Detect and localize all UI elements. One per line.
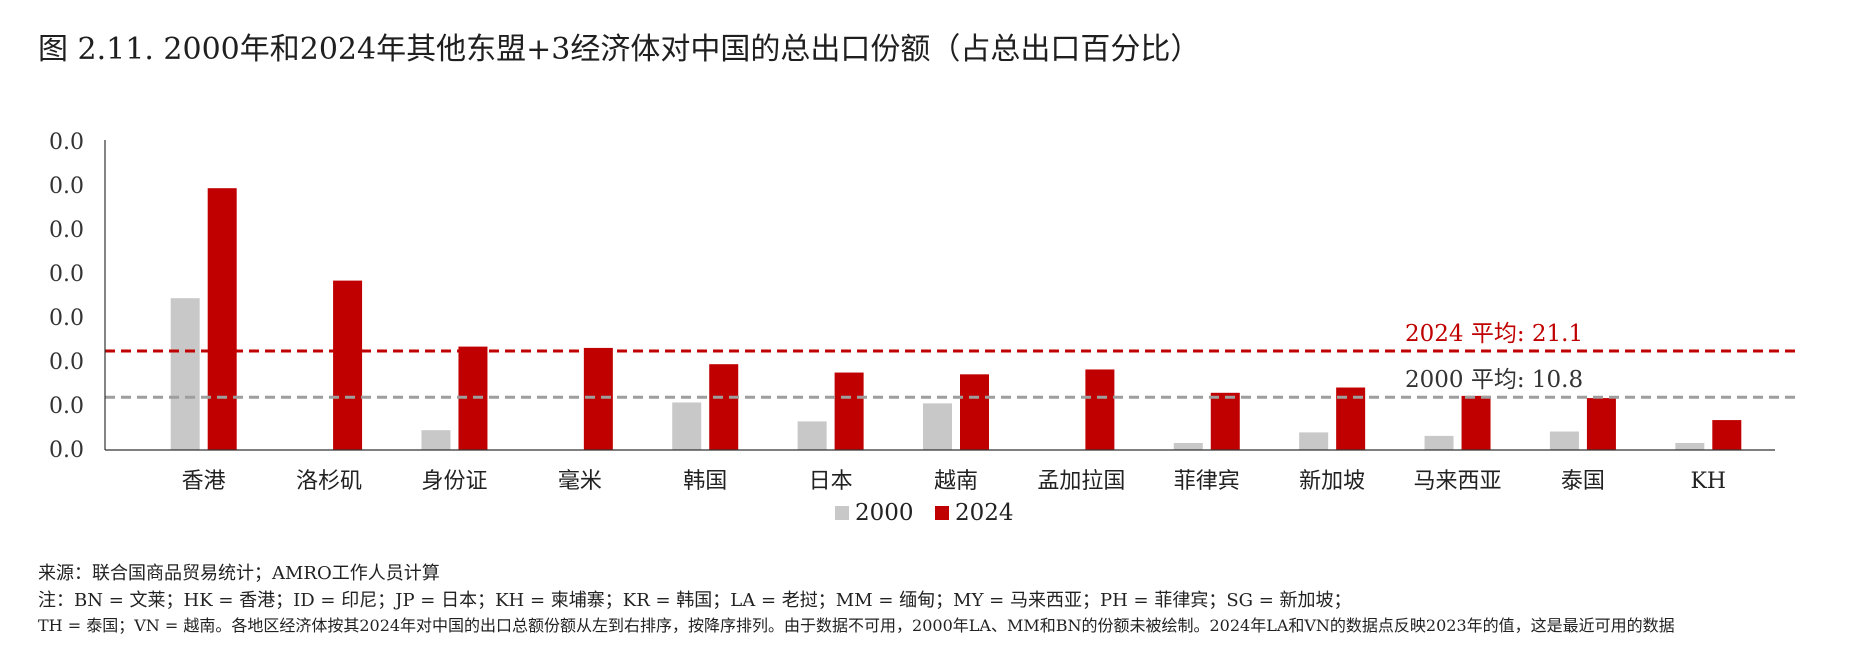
- y-tick-label: 0.0: [49, 306, 84, 331]
- bar-2024: [1085, 369, 1115, 450]
- bar-2024: [1586, 398, 1616, 450]
- y-tick-label: 0.0: [49, 262, 84, 287]
- bar-2000: [672, 402, 702, 450]
- y-tick-label: 0.0: [49, 438, 84, 463]
- legend: 2000 2024: [835, 500, 1014, 526]
- x-tick-label: 毫米: [558, 469, 602, 494]
- x-tick-label: 日本: [809, 469, 853, 494]
- average-lines: 2024 平均: 21.1 2000 平均: 10.8: [105, 321, 1800, 399]
- bar-2024: [834, 372, 864, 450]
- x-tick-label: 新加坡: [1299, 469, 1365, 494]
- x-tick-label: 韩国: [683, 469, 727, 494]
- bar-chart: 0.00.00.00.00.00.00.00.0 2024 平均: 21.120…: [49, 130, 1800, 526]
- bar-2000: [1549, 431, 1579, 450]
- notes: 来源：联合国商品贸易统计；AMRO工作人员计算 注：BN = 文莱；HK = 香…: [38, 560, 1675, 641]
- method-note: TH = 泰国；VN = 越南。各地区经济体按其2024年对中国的出口总额份额从…: [38, 616, 1675, 635]
- x-tick-label: 香港: [182, 469, 226, 494]
- x-tick-label: KH: [1690, 469, 1726, 494]
- bar-2024: [583, 347, 613, 450]
- abbreviation-note: 注：BN = 文莱；HK = 香港；ID = 印尼；JP = 日本；KH = 柬…: [38, 590, 1352, 611]
- legend-swatch-2000: [835, 506, 849, 520]
- y-tick-label: 0.0: [49, 174, 84, 199]
- y-tick-label: 0.0: [49, 350, 84, 375]
- x-tick-label: 身份证: [421, 469, 487, 494]
- chart-title: 图 2.11. 2000年和2024年其他东盟+3经济体对中国的总出口份额（占总…: [38, 32, 1201, 67]
- y-tick-label: 0.0: [49, 130, 84, 155]
- x-tick-label: 泰国: [1561, 469, 1605, 494]
- x-tick-label: 马来西亚: [1414, 469, 1502, 494]
- bar-2000: [797, 421, 827, 450]
- bar-2000: [1675, 442, 1705, 450]
- bar-2024: [709, 364, 739, 450]
- x-tick-label: 菲律宾: [1174, 469, 1240, 494]
- source-note: 来源：联合国商品贸易统计；AMRO工作人员计算: [38, 563, 440, 584]
- bar-2024: [1210, 392, 1240, 450]
- legend-label: 2000: [855, 500, 914, 526]
- bars: [170, 188, 1742, 450]
- average-label: 2000 平均: 10.8: [1405, 367, 1583, 393]
- average-label: 2024 平均: 21.1: [1405, 321, 1583, 347]
- bar-2024: [1712, 420, 1742, 450]
- bar-2000: [170, 298, 200, 450]
- y-tick-label: 0.0: [49, 218, 84, 243]
- bar-2000: [421, 430, 451, 450]
- legend-swatch-2024: [935, 506, 949, 520]
- y-axis-ticks: 0.0 0.0 0.0 0.0 0.0 0.0 0.0 0.0: [49, 130, 84, 463]
- x-axis-labels: 香港 洛杉矶 身份证 毫米 韩国 日本 越南 孟加拉国 菲律宾 新加坡 马来西亚 泰国 KH: [182, 469, 1726, 494]
- bar-2024: [207, 188, 237, 450]
- bar-2024: [333, 280, 363, 450]
- bar-2024: [1461, 395, 1491, 450]
- bar-2000: [1299, 432, 1329, 450]
- y-tick-label: 0.0: [49, 394, 84, 419]
- bar-2024: [960, 374, 989, 450]
- x-tick-label: 越南: [934, 469, 978, 494]
- bar-2000: [1424, 435, 1454, 450]
- bar-2000: [923, 403, 952, 450]
- legend-label: 2024: [955, 500, 1014, 526]
- x-tick-label: 孟加拉国: [1037, 469, 1125, 494]
- bar-2000: [1173, 442, 1203, 450]
- x-tick-label: 洛杉矶: [296, 469, 362, 494]
